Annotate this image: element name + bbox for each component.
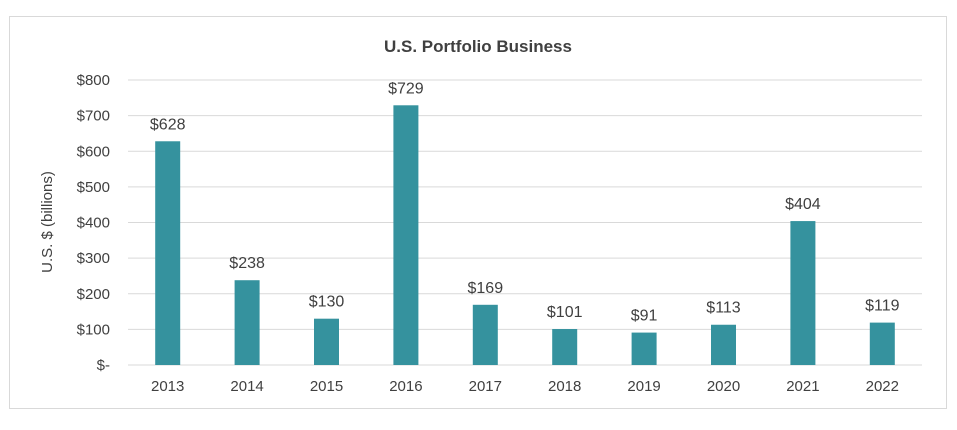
bar-data-label: $628 (150, 116, 186, 133)
bar (869, 322, 895, 365)
x-tick-label: 2015 (310, 378, 343, 395)
x-tick-label: 2018 (548, 378, 581, 395)
bar-data-label: $119 (865, 298, 900, 315)
y-tick-label: $100 (77, 321, 110, 338)
x-axis-ticks: 2013 2014 2015 2016 2017 2018 2019 2020 2021 2022 (151, 378, 899, 395)
x-tick-label: 2021 (786, 378, 819, 395)
data-labels: $628 $238 $130 $729 $169 $101 $91 $113 $404 $119 (150, 80, 900, 324)
x-tick-label: 2017 (469, 378, 502, 395)
bar-data-label: $729 (388, 80, 424, 97)
y-tick-label: $- (97, 357, 110, 374)
y-tick-label: $800 (77, 72, 110, 89)
bar-data-label: $238 (229, 255, 265, 272)
x-tick-label: 2013 (151, 378, 184, 395)
bar-data-label: $130 (309, 294, 345, 311)
bar (314, 318, 339, 365)
bar (234, 280, 260, 365)
bar (631, 332, 657, 365)
y-tick-label: $400 (77, 215, 110, 232)
bar (711, 324, 736, 365)
y-tick-label: $300 (77, 250, 110, 267)
bars (155, 105, 895, 365)
bar-data-label: $113 (706, 300, 741, 317)
bar (552, 329, 578, 365)
bar-data-label: $169 (468, 280, 504, 297)
bar (472, 304, 498, 365)
bar (393, 105, 419, 365)
gridlines (128, 79, 922, 366)
bar-data-label: $101 (547, 304, 583, 321)
bar (790, 221, 816, 365)
y-tick-label: $200 (77, 286, 110, 303)
bar-data-label: $404 (785, 196, 821, 213)
x-tick-label: 2019 (627, 378, 660, 395)
x-tick-label: 2014 (230, 378, 263, 395)
bar-data-label: $91 (631, 308, 658, 325)
y-axis-label: U.S. $ (billions) (39, 171, 56, 273)
x-tick-label: 2022 (866, 378, 899, 395)
y-tick-label: $700 (77, 108, 110, 125)
bar (155, 141, 181, 365)
x-tick-label: 2016 (389, 378, 422, 395)
x-tick-label: 2020 (707, 378, 740, 395)
y-tick-label: $600 (77, 143, 110, 160)
y-tick-label: $500 (77, 179, 110, 196)
chart-title: U.S. Portfolio Business (384, 37, 572, 56)
y-axis-ticks: $- $100 $200 $300 $400 $500 $600 $700 $800 (77, 72, 110, 374)
